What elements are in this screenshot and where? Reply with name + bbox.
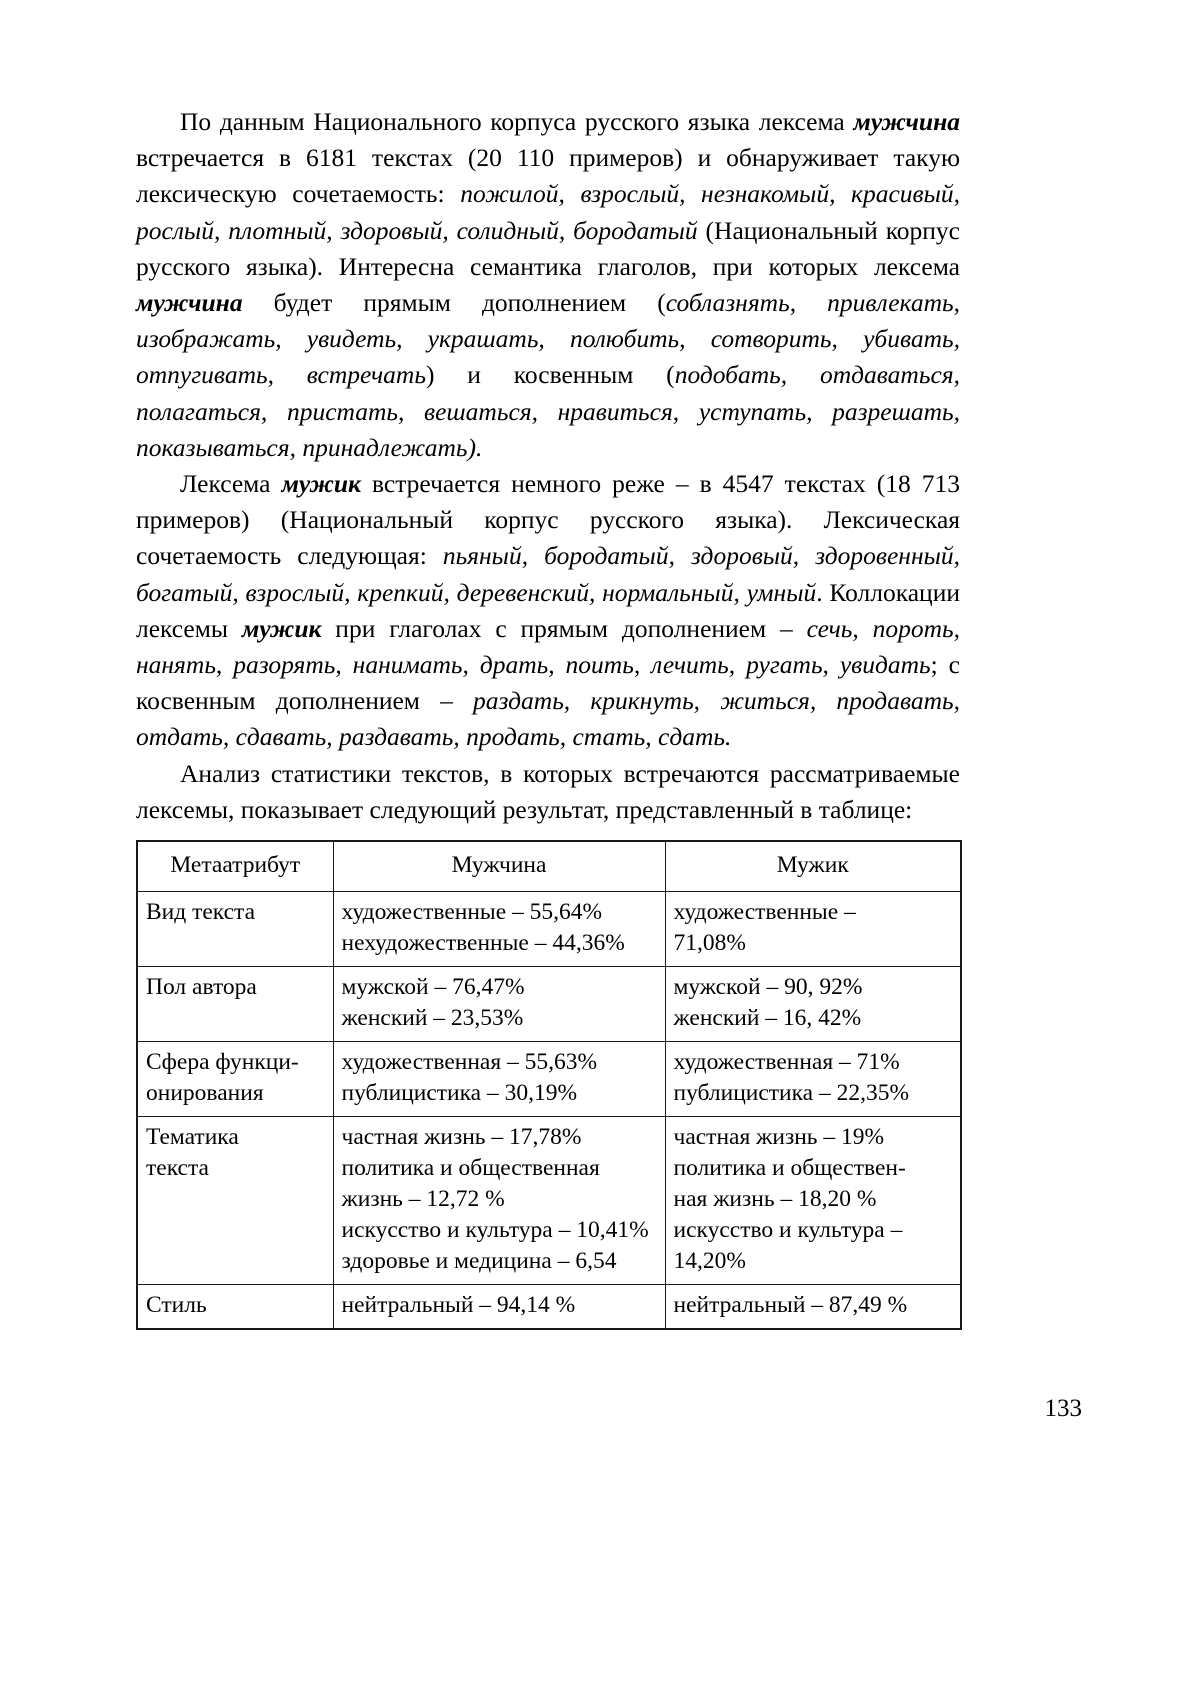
cell-line: политика и общественная жизнь – 12,72 % — [341, 1155, 600, 1213]
cell-line: публицистика – 22,35% — [673, 1080, 910, 1107]
cell-line: искусство и культура – 10,41% — [341, 1217, 649, 1244]
cell-muzhik: частная жизнь – 19% политика и обществен-… — [664, 1116, 962, 1286]
cell-line: политика и обществен- — [673, 1155, 906, 1182]
cell-line: частная жизнь – 17,78% — [341, 1124, 582, 1151]
cell-muzhik: нейтральный – 87,49 % — [664, 1284, 962, 1330]
text-run: мужик — [281, 469, 361, 499]
cell-muzhik: мужской – 90, 92% женский – 16, 42% — [664, 966, 962, 1043]
text-run: мужик — [241, 613, 322, 643]
cell-line: художественные – 55,64% — [341, 899, 603, 926]
text-run: Лексема — [180, 469, 282, 499]
text-run: пьяный, бородатый, здоровый, здоровенный… — [136, 541, 961, 607]
cell-muzhchina: художественные – 55,64% нехудожественные … — [332, 891, 666, 968]
cell-line: ная жизнь – 18,20 % — [673, 1186, 877, 1213]
table-row: Пол автора мужской – 76,47% женский – 23,5… — [136, 966, 962, 1043]
cell-attribute: Тематика текста — [136, 1116, 334, 1286]
text-run: . Коллокации лексемы — [136, 577, 960, 643]
cell-line: женский – 16, 42% — [673, 1005, 862, 1032]
cell-attribute: Вид текста — [136, 891, 334, 968]
text-run: будет прямым дополнением ( — [242, 288, 666, 318]
cell-muzhik: художественные – 71,08% — [664, 891, 962, 968]
column-header-metaattribute: Метаатрибут — [136, 840, 334, 893]
table-header-row: Метаатрибут Мужчина Мужик — [136, 840, 962, 893]
text-run: ) и косвенным ( — [425, 360, 675, 390]
cell-line: нейтральный – 87,49 % — [673, 1292, 908, 1319]
cell-line: художественные – — [673, 899, 856, 926]
text-run: Анализ статистики текстов, в которых вст… — [136, 758, 960, 824]
cell-line: Пол автора — [146, 974, 257, 1001]
column-header-muzhik: Мужик — [664, 840, 962, 893]
cell-attribute: Сфера функци-онирования — [136, 1041, 334, 1118]
cell-line: искусство и культура – 14,20% — [673, 1217, 903, 1275]
cell-muzhchina: нейтральный – 94,14 % — [332, 1284, 666, 1330]
page-content: По данным Национального корпуса русского… — [136, 104, 962, 1331]
text-run: встречается в 6181 текстах (20 110 приме… — [136, 143, 960, 209]
cell-line: мужской – 76,47% — [341, 974, 525, 1001]
cell-line: женский – 23,53% — [341, 1005, 524, 1032]
text-run: пожилой, взрослый, незнакомый, красивый,… — [136, 179, 960, 245]
text-run: встречается немного реже – в 4547 текста… — [136, 469, 961, 571]
text-run: ; с косвенным дополнением – — [136, 650, 960, 716]
cell-muzhchina: мужской – 76,47% женский – 23,53% — [332, 966, 666, 1043]
text-run: сечь, пороть, нанять, разорять, нанимать… — [136, 613, 960, 680]
paragraph-3: Анализ статистики текстов, в которых вст… — [136, 756, 960, 828]
cell-line: Стиль — [146, 1292, 207, 1319]
cell-muzhchina: частная жизнь – 17,78% политика и обществ… — [332, 1116, 666, 1286]
page-number: 133 — [1044, 1395, 1083, 1422]
text-run: (Национальный корпус русского языка). Ин… — [136, 215, 961, 281]
cell-line: художественная – 55,63% — [341, 1049, 598, 1076]
text-run: соблазнять, привлекать, изображать, увид… — [136, 288, 960, 390]
text-run: мужчина — [136, 288, 243, 318]
cell-line: публицистика – 30,19% — [341, 1080, 578, 1107]
column-header-muzhchina: Мужчина — [332, 840, 666, 893]
table-body: Вид текста художественные – 55,64% нехудож… — [136, 891, 962, 1330]
cell-line: 71,08% — [673, 930, 746, 957]
text-run: мужчина — [853, 107, 960, 136]
cell-line: Вид текста — [146, 899, 256, 926]
cell-line: Сфера функци- — [146, 1049, 299, 1076]
text-run: раздать, крикнуть, житься, продавать, от… — [136, 686, 960, 752]
statistics-table: Метаатрибут Мужчина Мужик Вид текста худо… — [136, 840, 962, 1331]
cell-attribute: Пол автора — [136, 966, 334, 1043]
paragraph-2: Лексема мужик встречается немного реже –… — [136, 466, 960, 756]
cell-line: нехудожественные – 44,36% — [341, 930, 625, 957]
cell-muzhchina: художественная – 55,63% публицистика – 30… — [332, 1041, 666, 1118]
cell-line: художественная – 71% — [673, 1049, 900, 1076]
paragraph-1: По данным Национального корпуса русского… — [136, 104, 960, 466]
cell-line: здоровье и медицина – 6,54 — [341, 1248, 617, 1275]
cell-line: частная жизнь – 19% — [673, 1124, 885, 1151]
cell-muzhik: художественная – 71% публицистика – 22,35… — [664, 1041, 962, 1118]
table-head: Метаатрибут Мужчина Мужик — [136, 840, 962, 893]
table-row: Тематика текста частная жизнь – 17,78% поли… — [136, 1116, 962, 1286]
cell-attribute: Стиль — [136, 1284, 334, 1330]
cell-line: онирования — [146, 1080, 264, 1107]
cell-line: Тематика — [146, 1124, 239, 1151]
table-row: Сфера функци-онирования художественная – … — [136, 1041, 962, 1118]
cell-line: текста — [146, 1155, 209, 1182]
text-run: при глаголах с прямым дополнением – — [321, 613, 807, 643]
cell-line: нейтральный – 94,14 % — [341, 1292, 576, 1319]
text-run: подобать, отдаваться, полагаться, приста… — [136, 360, 961, 462]
table-row: Вид текста художественные – 55,64% нехудож… — [136, 891, 962, 968]
text-run: По данным Национального корпуса русского… — [180, 107, 854, 136]
table-row: Стиль нейтральный – 94,14 % нейтральный – … — [136, 1284, 962, 1330]
cell-line: мужской – 90, 92% — [673, 974, 863, 1001]
